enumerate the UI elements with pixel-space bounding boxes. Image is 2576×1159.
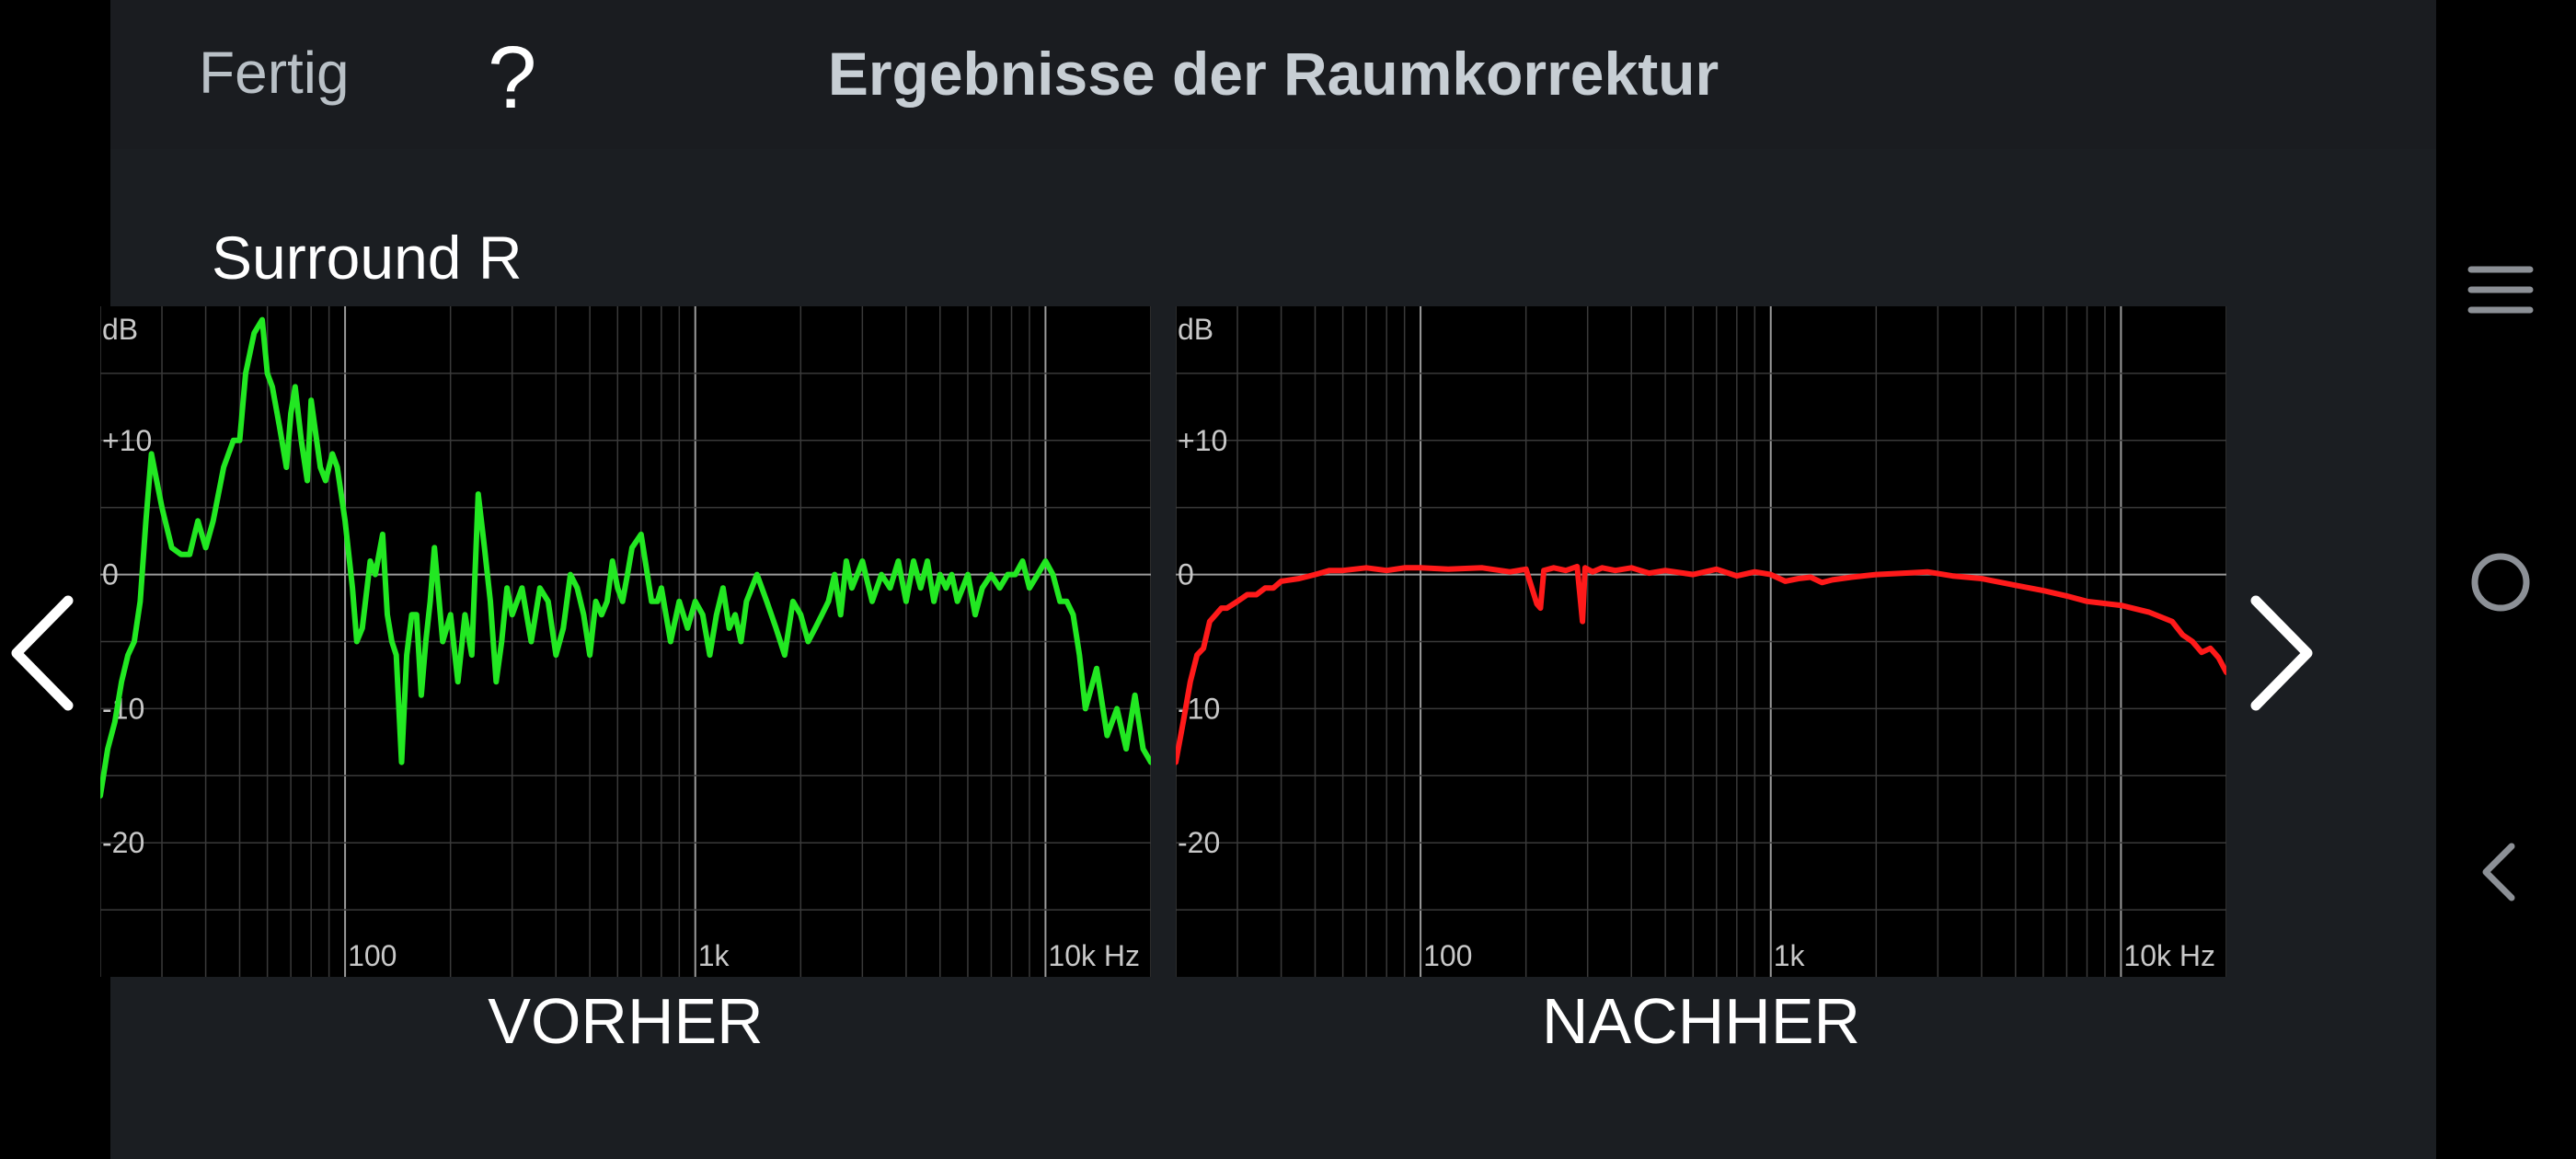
done-button[interactable]: Fertig [199,40,350,106]
chart-after: dB +10 0 -10 -20 100 1k 10k Hz [1176,306,2226,977]
previous-speaker-button[interactable] [6,593,88,713]
after-xtick-label: 10k Hz [2123,939,2215,972]
before-response-curve [100,316,1151,799]
before-ytick-label: 0 [102,558,119,591]
system-back-button[interactable] [2466,837,2536,907]
chart-before-caption: VORHER [488,985,764,1057]
before-xtick-label: 1k [698,939,730,972]
next-speaker-button[interactable] [2236,593,2318,713]
back-chevron-icon [2482,843,2515,901]
after-response-curve [1176,563,2226,765]
before-xtick-label: 10k Hz [1048,939,1140,972]
chart-before: dB +10 0 -10 -20 100 1k 10k Hz [100,306,1151,977]
menu-icon [2467,266,2534,314]
before-ytick-label: +10 [102,424,152,457]
page-title: Ergebnisse der Raumkorrektur [827,40,1719,108]
before-ylabel: dB [102,313,138,346]
chart-before-svg: dB +10 0 -10 -20 100 1k 10k Hz [100,306,1151,977]
before-ytick-label: -20 [102,826,144,859]
help-button[interactable]: ? [488,29,537,127]
after-xtick-label: 100 [1423,939,1472,972]
home-circle-icon [2471,553,2530,612]
after-ytick-label: -20 [1178,826,1220,859]
chart-after-caption: NACHHER [1541,985,1861,1057]
system-home-button[interactable] [2466,547,2536,617]
after-grid [1176,306,2226,977]
after-ytick-label: +10 [1178,424,1227,457]
before-xtick-label: 100 [348,939,397,972]
after-xtick-label: 1k [1774,939,1806,972]
before-grid [100,306,1151,977]
after-ytick-label: 0 [1178,558,1194,591]
chevron-left-icon [11,595,74,711]
top-bar: Fertig ? Ergebnisse der Raumkorrektur [110,0,2436,149]
speaker-name: Surround R [212,224,523,292]
before-ytick-label: -10 [102,692,144,725]
after-ylabel: dB [1178,313,1213,346]
system-menu-button[interactable] [2466,262,2536,317]
chevron-right-icon [2250,595,2313,711]
